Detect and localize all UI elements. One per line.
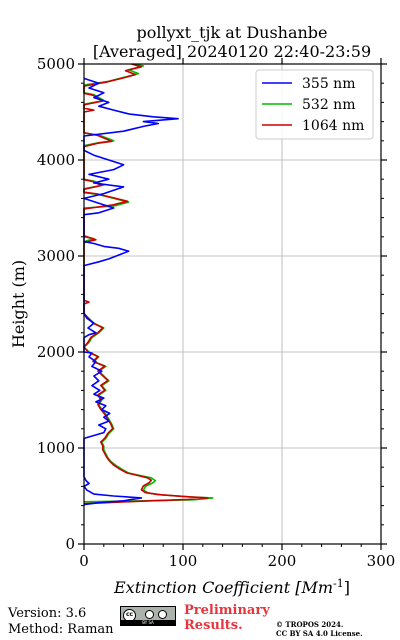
preliminary-line1: Preliminary bbox=[184, 603, 270, 618]
chart-title-line2: [Averaged] 20240120 22:40-23:59 bbox=[93, 42, 371, 61]
copyright-line1: © TROPOS 2024. bbox=[276, 620, 344, 629]
x-tick-label: 0 bbox=[79, 552, 89, 570]
plot-frame bbox=[83, 63, 382, 545]
series-lines bbox=[83, 63, 214, 506]
legend-label-532: 532 nm bbox=[302, 97, 355, 113]
y-axis-label: Height (m) bbox=[9, 260, 28, 348]
x-tick-label: 300 bbox=[367, 552, 396, 570]
cc-license-badge: cc BY SA bbox=[120, 606, 176, 626]
copyright-line2: CC BY SA 4.0 License. bbox=[276, 629, 363, 638]
extinction-profile-chart: pollyxt_tjk at Dushanbe [Averaged] 20240… bbox=[9, 23, 396, 598]
series-line-532-nm bbox=[83, 63, 214, 503]
chart-title-line1: pollyxt_tjk at Dushanbe bbox=[136, 23, 327, 42]
y-tick-label: 4000 bbox=[37, 151, 75, 169]
x-tick-label: 200 bbox=[268, 552, 297, 570]
cc-license-strip: BY SA bbox=[121, 620, 175, 625]
y-tick-label: 3000 bbox=[37, 247, 75, 265]
series-line-1064-nm bbox=[83, 63, 209, 505]
sa-icon bbox=[158, 610, 167, 619]
y-tick-label: 5000 bbox=[37, 55, 75, 73]
y-tick-label: 1000 bbox=[37, 439, 75, 457]
x-tick-label: 100 bbox=[169, 552, 198, 570]
cc-icon: cc bbox=[123, 609, 136, 622]
x-axis-label: Extinction Coefficient [Mm-1] bbox=[113, 577, 350, 598]
by-icon bbox=[145, 610, 154, 619]
version-info: Version: 3.6 Method: Raman bbox=[8, 606, 114, 638]
series-line-355-nm bbox=[83, 77, 179, 506]
method-text: Method: Raman bbox=[8, 622, 114, 637]
version-text: Version: 3.6 bbox=[8, 606, 87, 621]
legend-label-355: 355 nm bbox=[302, 76, 355, 92]
legend-label-1064: 1064 nm bbox=[302, 118, 364, 134]
preliminary-results-notice: Preliminary Results. bbox=[184, 603, 270, 633]
legend-box bbox=[255, 69, 374, 140]
y-tick-label: 0 bbox=[65, 535, 75, 553]
chart-legend: 355 nm 532 nm 1064 nm bbox=[255, 69, 374, 140]
y-tick-label: 2000 bbox=[37, 343, 75, 361]
axis-ticks: 0 1000 2000 3000 4000 5000 0 100 200 300 bbox=[37, 55, 396, 570]
copyright-notice: © TROPOS 2024. CC BY SA 4.0 License. bbox=[276, 620, 363, 638]
preliminary-line2: Results. bbox=[184, 618, 243, 633]
